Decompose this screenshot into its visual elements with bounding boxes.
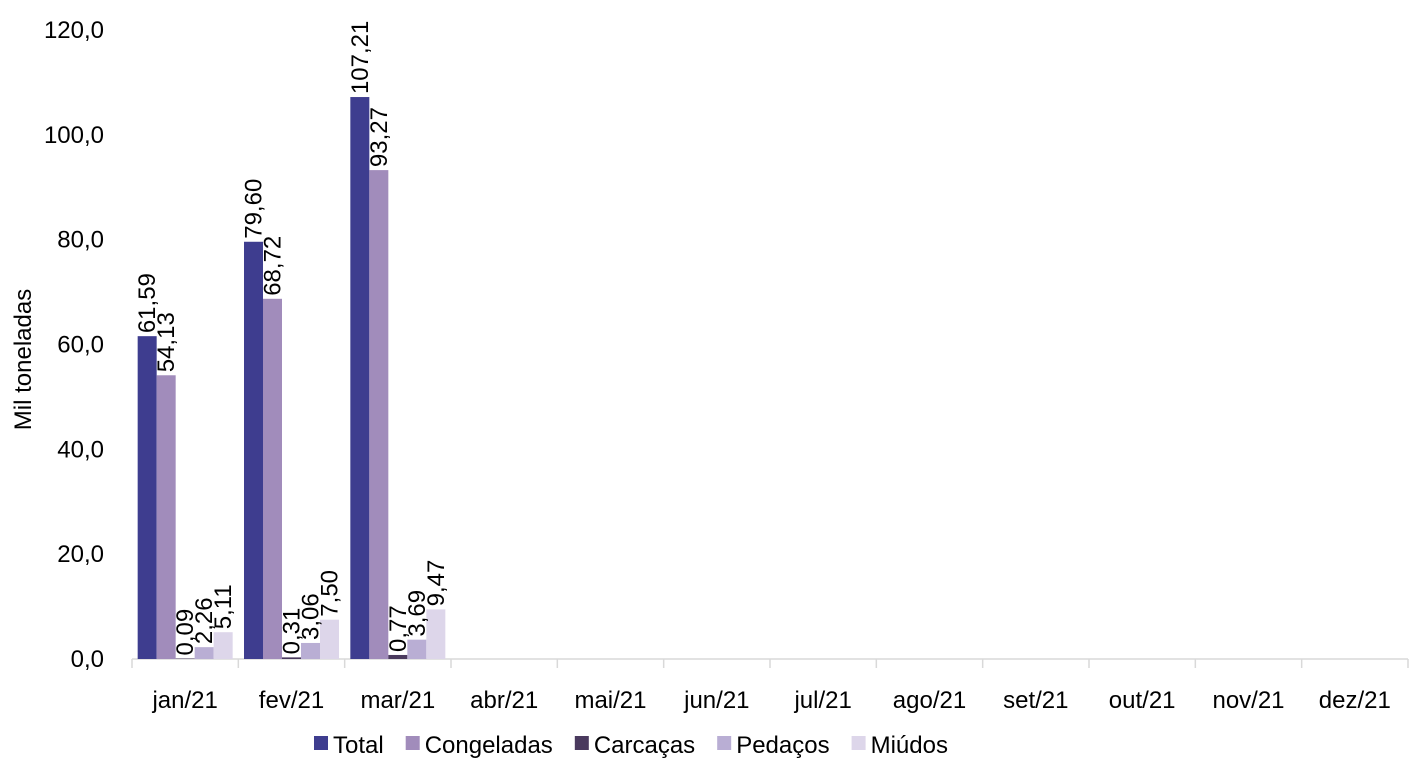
x-tick-label: jan/21 <box>151 687 217 714</box>
bar-miúdos-jan-21 <box>213 632 233 659</box>
data-label: 79,60 <box>241 179 268 239</box>
x-tick-label: mar/21 <box>360 687 435 714</box>
legend-label: Congeladas <box>425 732 553 758</box>
x-tick-label: mai/21 <box>574 687 646 714</box>
legend-swatch <box>851 736 866 750</box>
y-tick-labels: 0,0 20,0 40,0 60,0 80,0 100,0 120,0 <box>44 17 104 673</box>
legend-swatch <box>314 736 328 750</box>
x-tick-label: out/21 <box>1109 687 1176 714</box>
data-label: 9,47 <box>423 560 450 607</box>
bar-total-jan-21 <box>137 336 157 659</box>
x-tick-label: jun/21 <box>683 687 749 714</box>
bar-congeladas-jan-21 <box>156 375 176 659</box>
data-label: 54,13 <box>153 312 180 372</box>
y-tick-label: 20,0 <box>57 541 104 568</box>
bar-carcaças-mar-21 <box>388 654 408 659</box>
data-label: 2,26 <box>191 597 218 644</box>
bars <box>137 97 446 660</box>
bar-total-mar-21 <box>350 97 370 660</box>
x-axis <box>131 658 1409 668</box>
legend-label: Carcaças <box>594 732 695 758</box>
legend-item: Miúdos <box>851 732 948 758</box>
legend-label: Pedaços <box>736 732 829 758</box>
data-label: 0,31 <box>279 608 306 655</box>
data-label: 3,06 <box>298 593 325 640</box>
data-label: 0,77 <box>385 605 412 652</box>
data-label: 61,59 <box>134 273 161 333</box>
x-tick-label: set/21 <box>1003 687 1068 714</box>
data-label: 68,72 <box>260 236 287 296</box>
bar-miúdos-fev-21 <box>320 619 339 659</box>
y-tick-label: 100,0 <box>44 122 104 149</box>
x-tick-label: jul/21 <box>793 687 851 714</box>
legend-item: Congeladas <box>405 732 553 758</box>
bar-pedaços-fev-21 <box>301 642 320 659</box>
bar-pedaços-mar-21 <box>407 639 427 659</box>
y-tick-label: 40,0 <box>57 436 104 463</box>
y-tick-label: 120,0 <box>44 17 104 44</box>
legend-swatch <box>574 736 589 750</box>
legend: Total Congeladas Carcaças Pedaços Miúdos <box>314 732 948 758</box>
y-tick-label: 0,0 <box>71 646 104 673</box>
legend-item: Carcaças <box>574 732 695 758</box>
legend-label: Total <box>333 732 384 758</box>
x-tick-label: abr/21 <box>470 687 538 714</box>
y-axis-label: Mil toneladas <box>10 289 37 430</box>
x-tick-labels: jan/21 fev/21 mar/21 abr/21 mai/21 jun/21 jul/… <box>151 687 1390 714</box>
bar-total-fev-21 <box>244 241 263 659</box>
legend-swatch <box>405 736 420 750</box>
data-label: 93,27 <box>366 107 393 167</box>
bar-congeladas-mar-21 <box>369 170 389 660</box>
x-tick-label: dez/21 <box>1319 687 1391 714</box>
data-label: 0,09 <box>172 609 199 656</box>
x-tick-label: fev/21 <box>259 687 324 714</box>
y-axis-label-group: Mil toneladas <box>10 289 37 430</box>
y-tick-label: 80,0 <box>57 227 104 254</box>
legend-swatch <box>717 736 732 750</box>
data-label: 5,11 <box>210 584 237 629</box>
bar-pedaços-jan-21 <box>194 647 214 659</box>
legend-item: Total <box>314 732 384 758</box>
data-label: 107,21 <box>347 21 374 94</box>
legend-label: Miúdos <box>871 732 948 758</box>
legend-item: Pedaços <box>717 732 830 758</box>
x-tick-label: nov/21 <box>1212 687 1284 714</box>
data-label: 3,69 <box>404 590 431 637</box>
bar-congeladas-fev-21 <box>263 298 282 659</box>
bar-miúdos-mar-21 <box>426 609 446 659</box>
x-tick-label: ago/21 <box>893 687 966 714</box>
data-label: 7,50 <box>317 570 344 617</box>
bar-carcaças-fev-21 <box>282 657 301 659</box>
y-tick-label: 60,0 <box>57 332 104 359</box>
